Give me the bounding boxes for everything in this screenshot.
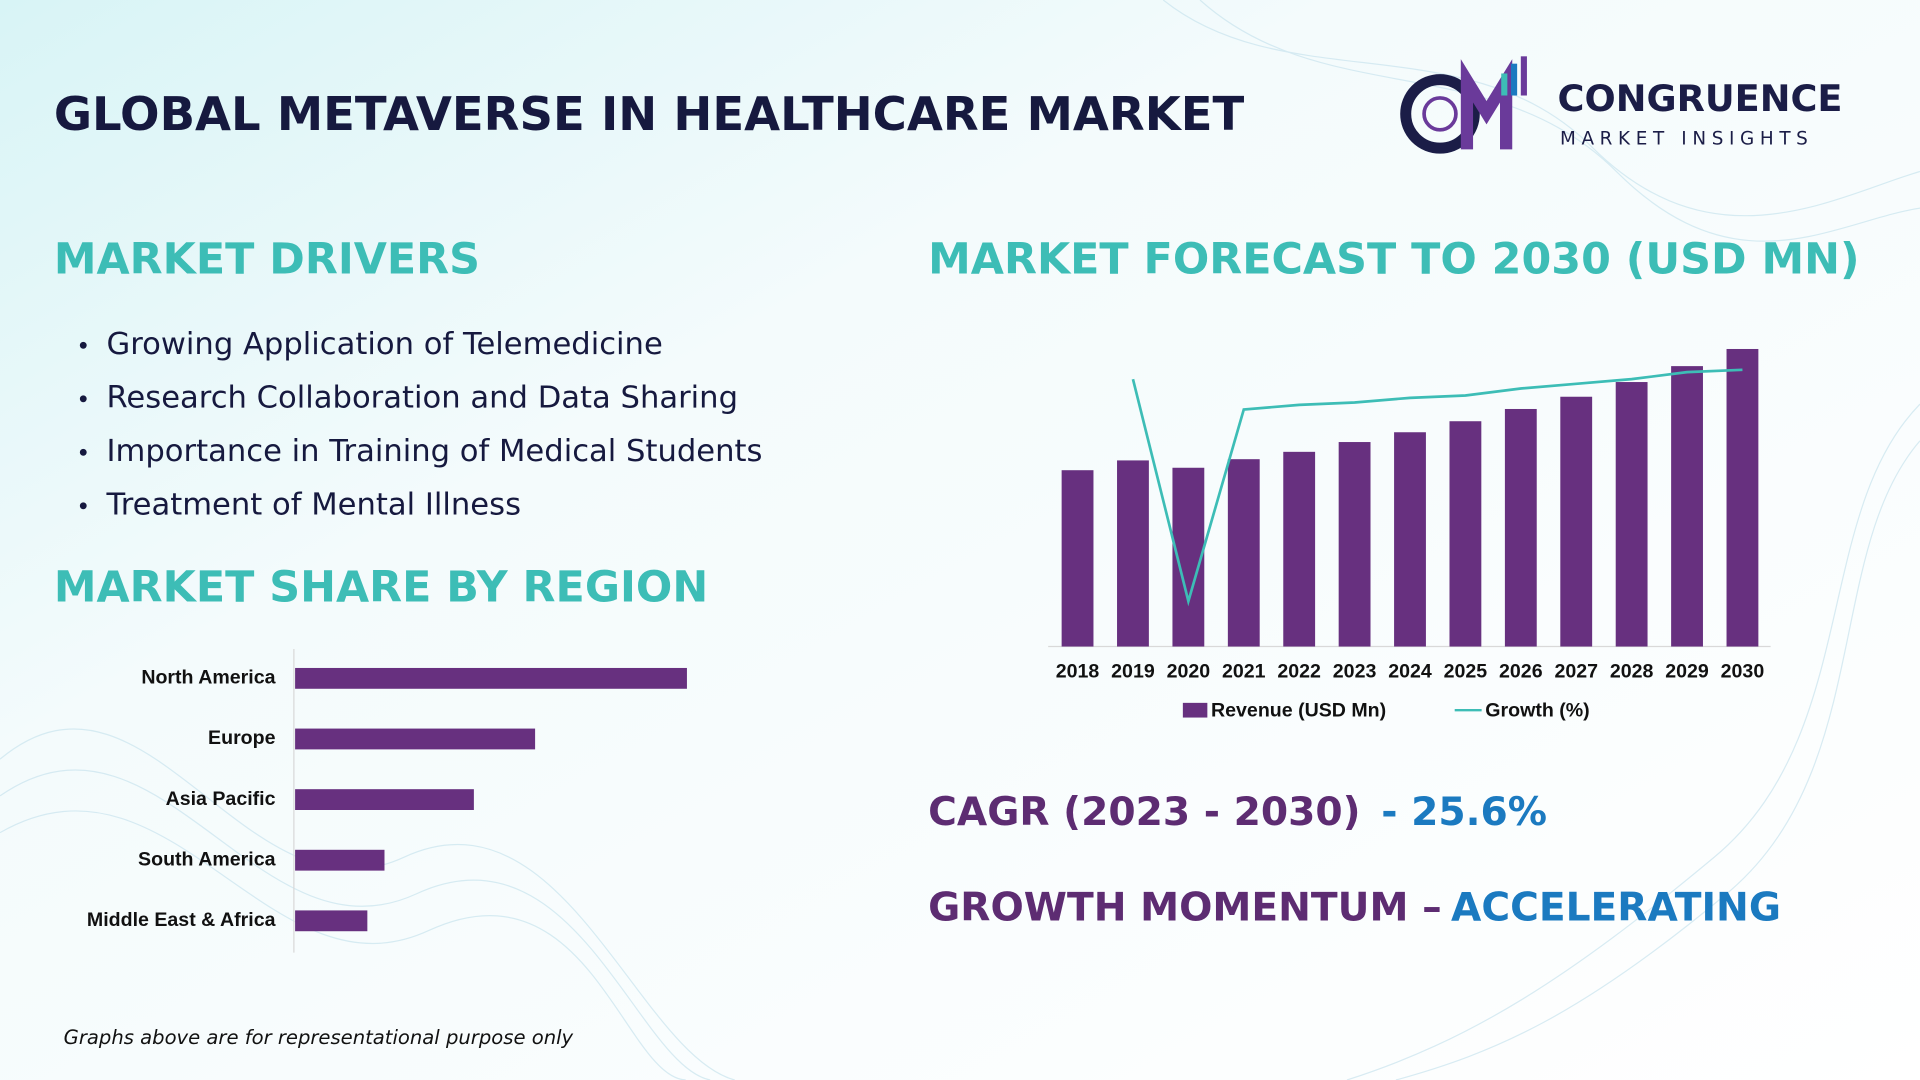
bar: [1671, 366, 1703, 647]
section-title: MARKET SHARE BY REGION: [54, 563, 708, 613]
driver-list: Growing Application of Telemedicine Resea…: [79, 327, 763, 522]
x-tick-label: 2028: [1610, 660, 1654, 682]
logo-tagline: MARKET INSIGHTS: [1560, 129, 1813, 150]
category-label: North America: [141, 667, 276, 689]
x-tick-label: 2020: [1167, 660, 1211, 682]
footnote: Graphs above are for representational pu…: [64, 1026, 574, 1049]
driver-item: Importance in Training of Medical Studen…: [107, 434, 763, 469]
bar: [1449, 421, 1482, 647]
bar: [295, 789, 474, 810]
bar: [295, 667, 687, 689]
logo-bar: [1501, 73, 1508, 96]
highlight-value: - 25.6%: [1381, 790, 1547, 835]
legend-label: Growth (%): [1485, 700, 1589, 722]
logo-name: CONGRUENCE: [1558, 77, 1843, 120]
bar: [1227, 459, 1260, 647]
logo-m: [1460, 59, 1513, 150]
line: [1131, 368, 1743, 607]
x-tick-label: 2024: [1388, 660, 1432, 682]
bar: [1504, 408, 1537, 647]
x-tick-label: 2025: [1444, 660, 1488, 682]
x-tick-label: 2021: [1222, 660, 1266, 682]
category-label: South America: [138, 848, 277, 870]
bar: [1394, 432, 1426, 647]
bar: [1283, 451, 1316, 647]
bar: [1117, 460, 1149, 647]
bar: [1338, 442, 1371, 647]
legend-swatch: [1182, 702, 1208, 718]
x-tick-label: 2029: [1665, 660, 1709, 682]
page-title: GLOBAL METAVERSE IN HEALTHCARE MARKET: [54, 87, 1245, 141]
x-tick-label: 2018: [1056, 660, 1100, 682]
bar: [295, 849, 385, 871]
driver-item: Research Collaboration and Data Sharing: [107, 380, 739, 415]
x-tick-label: 2027: [1554, 660, 1598, 682]
bar: [1726, 348, 1759, 647]
bullet-dot: [79, 502, 87, 510]
highlight-label: GROWTH MOMENTUM –: [928, 885, 1442, 930]
bar: [1061, 470, 1094, 647]
logo-bar: [1520, 56, 1527, 96]
driver-item: Treatment of Mental Illness: [106, 487, 522, 522]
bar: [295, 910, 368, 932]
legend-label: Revenue (USD Mn): [1211, 700, 1386, 722]
bullet-dot: [79, 448, 87, 456]
section-title: MARKET DRIVERS: [54, 235, 480, 285]
logo-bar: [1511, 63, 1518, 96]
category-label: Europe: [208, 727, 276, 749]
logo-globe: [1422, 96, 1458, 132]
driver-item: Growing Application of Telemedicine: [107, 327, 663, 362]
logo: CONGRUENCE MARKET INSIGHTS: [1400, 56, 1843, 154]
highlight-label: CAGR (2023 - 2030): [928, 790, 1360, 835]
category-label: Asia Pacific: [166, 788, 276, 810]
bar: [1560, 396, 1593, 647]
x-tick-label: 2023: [1333, 660, 1377, 682]
forecast-chart: 2018 2019 2020 2021 2022 2023 2024 2025 2026 2027…: [1048, 348, 1771, 722]
highlight-value: ACCELERATING: [1451, 885, 1781, 930]
bullet-dot: [79, 341, 87, 349]
logo-c: [1400, 74, 1480, 154]
bar: [1615, 382, 1648, 647]
x-tick-label: 2022: [1277, 660, 1321, 682]
x-tick-label: 2030: [1721, 660, 1765, 682]
region-chart: North America Europe Asia Pacific South Ame…: [87, 648, 687, 953]
category-label: Middle East & Africa: [87, 909, 277, 931]
x-tick-label: 2026: [1499, 660, 1543, 682]
section-title: MARKET FORECAST TO 2030 (USD MN): [928, 235, 1859, 285]
x-tick-label: 2019: [1111, 660, 1155, 682]
bar: [295, 728, 536, 750]
bullet-dot: [79, 395, 87, 403]
